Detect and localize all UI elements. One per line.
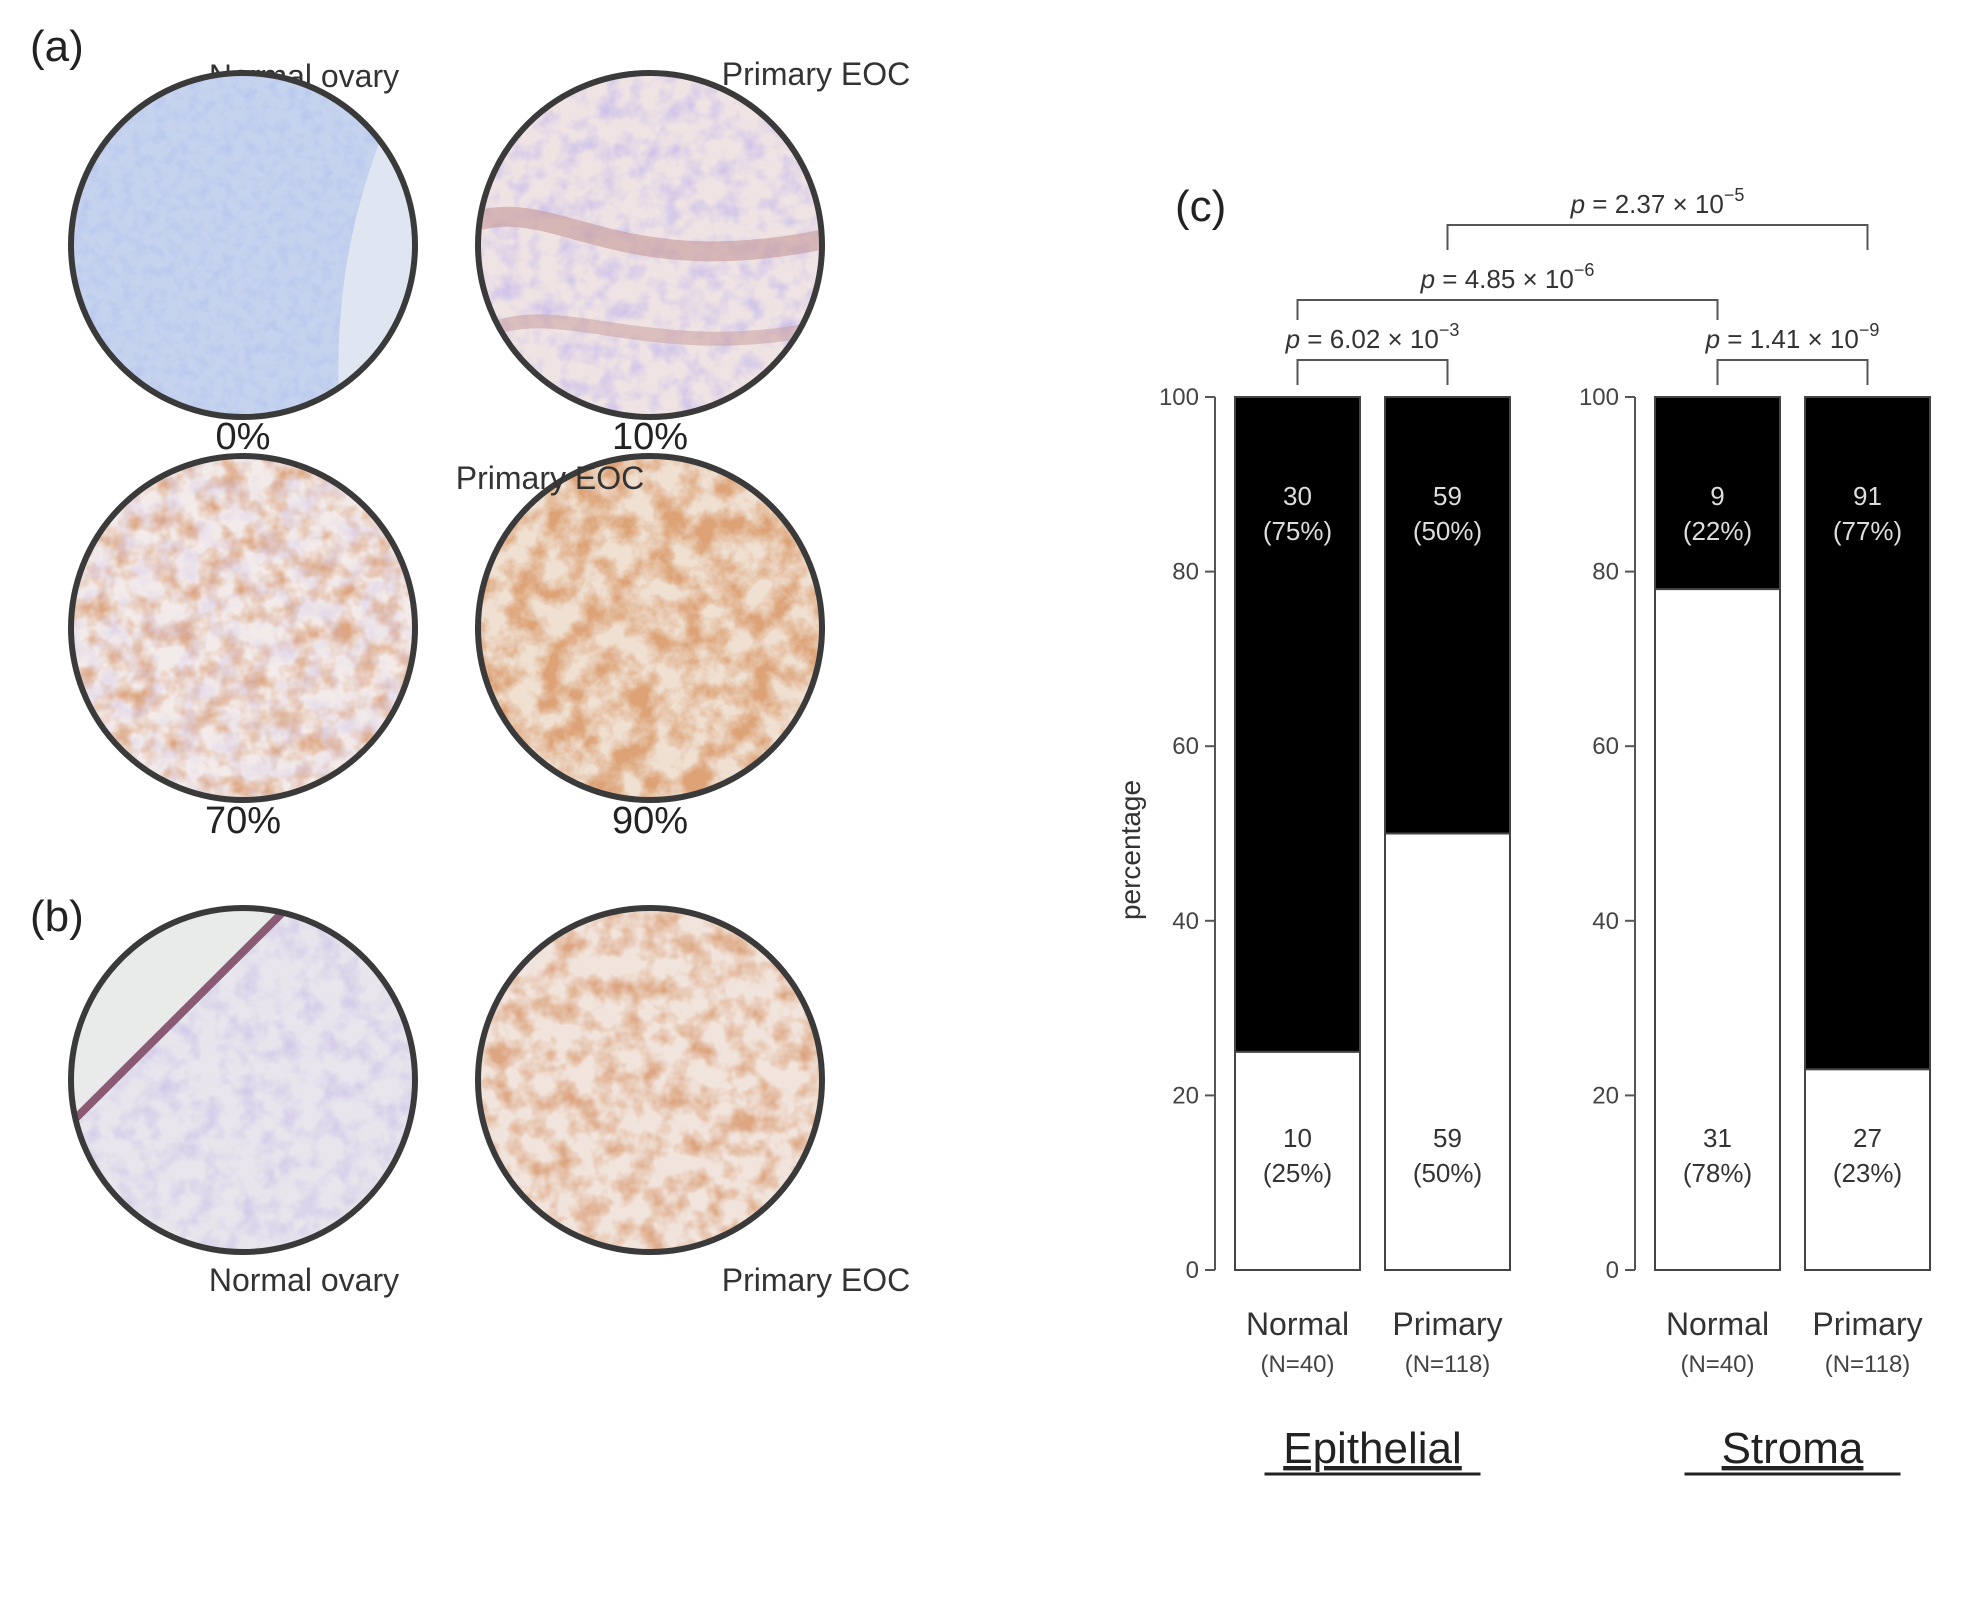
y-tick-label: 80	[1592, 559, 1619, 586]
y-tick-label: 100	[1579, 384, 1619, 411]
y-tick-label: 20	[1172, 1082, 1199, 1109]
panel-a-letter: (a)	[30, 22, 84, 71]
bar-segment-positive	[1234, 396, 1361, 1053]
y-tick-label: 0	[1606, 1257, 1619, 1284]
group-label: Epithelial	[1283, 1424, 1462, 1473]
stacked-bar-chart: percentage 0 20 40 60 80 100 30 (75%) 10 (25%) Nor…	[1115, 185, 1931, 1476]
micrograph-b-primary-eoc	[475, 905, 825, 1255]
bar-segment-positive	[1384, 396, 1511, 835]
positive-percent-label: (77%)	[1833, 516, 1902, 546]
bar-category-label: Normal	[1246, 1306, 1349, 1342]
panel-a-primary-eoc-caption: Primary EOC	[721, 56, 911, 92]
bar-segment-negative	[1804, 1068, 1931, 1271]
negative-count-label: 59	[1433, 1123, 1462, 1153]
panel-c-letter: (c)	[1175, 182, 1227, 231]
bar-segment-positive	[1654, 396, 1781, 591]
positive-percent-label: (50%)	[1413, 516, 1482, 546]
group-label: Stroma	[1722, 1424, 1864, 1473]
y-tick-label: 40	[1592, 908, 1619, 935]
positive-percent-label: (22%)	[1683, 516, 1752, 546]
stain-percent-label: 0%	[215, 416, 271, 458]
y-tick-label: 20	[1592, 1082, 1619, 1109]
negative-count-label: 31	[1703, 1123, 1732, 1153]
negative-count-label: 27	[1853, 1123, 1882, 1153]
micrograph-layer	[68, 70, 825, 1255]
y-axis-label: percentage	[1115, 780, 1146, 920]
negative-percent-label: (25%)	[1263, 1158, 1332, 1188]
significance-bracket	[1296, 299, 1719, 320]
positive-percent-label: (75%)	[1263, 516, 1332, 546]
bar-n-label: (N=118)	[1405, 1351, 1491, 1378]
significance-bracket	[1296, 359, 1449, 385]
bar-segment-negative	[1234, 1050, 1361, 1271]
positive-count-label: 91	[1853, 481, 1882, 511]
y-tick-label: 60	[1592, 733, 1619, 760]
p-value-label: p = 1.41 × 10−9	[1705, 320, 1880, 354]
stain-percent-label: 10%	[611, 416, 689, 458]
y-tick-label: 40	[1172, 908, 1199, 935]
panel-b-letter: (b)	[30, 892, 84, 941]
bar-n-label: (N=40)	[1260, 1351, 1334, 1378]
stain-percent-label: 90%	[611, 800, 689, 842]
panel-a-middle-caption: Primary EOC	[455, 460, 645, 496]
micrograph-normal-ovary-0	[68, 70, 418, 420]
bar-category-label: Primary	[1392, 1306, 1502, 1342]
panel-b-primary-eoc-caption: Primary EOC	[721, 1262, 911, 1298]
micrograph-primary-eoc-10	[475, 70, 825, 420]
positive-count-label: 59	[1433, 481, 1462, 511]
negative-percent-label: (23%)	[1833, 1158, 1902, 1188]
negative-percent-label: (78%)	[1683, 1158, 1752, 1188]
negative-percent-label: (50%)	[1413, 1158, 1482, 1188]
micrograph-primary-eoc-90	[475, 453, 825, 803]
bar-n-label: (N=118)	[1825, 1351, 1911, 1378]
bar-category-label: Primary	[1812, 1306, 1922, 1342]
panel-b-normal-ovary-caption: Normal ovary	[208, 1262, 400, 1298]
y-tick-label: 80	[1172, 559, 1199, 586]
bar-n-label: (N=40)	[1680, 1351, 1754, 1378]
positive-count-label: 30	[1283, 481, 1312, 511]
significance-bracket	[1716, 359, 1869, 385]
micrograph-primary-eoc-70	[68, 453, 418, 803]
positive-count-label: 9	[1710, 481, 1724, 511]
p-value-label: p = 2.37 × 10−5	[1570, 185, 1745, 219]
bar-segment-positive	[1804, 396, 1931, 1071]
bar-segment-negative	[1384, 832, 1511, 1271]
y-tick-label: 60	[1172, 733, 1199, 760]
negative-count-label: 10	[1283, 1123, 1312, 1153]
y-tick-label: 0	[1186, 1257, 1199, 1284]
bar-category-label: Normal	[1666, 1306, 1769, 1342]
y-tick-label: 100	[1159, 384, 1199, 411]
p-value-label: p = 6.02 × 10−3	[1285, 320, 1460, 354]
p-value-label: p = 4.85 × 10−6	[1420, 260, 1595, 294]
micrograph-b-normal-ovary	[68, 905, 418, 1255]
significance-bracket	[1446, 224, 1869, 250]
bar-segment-negative	[1654, 588, 1781, 1271]
stain-percent-label: 70%	[204, 800, 282, 842]
